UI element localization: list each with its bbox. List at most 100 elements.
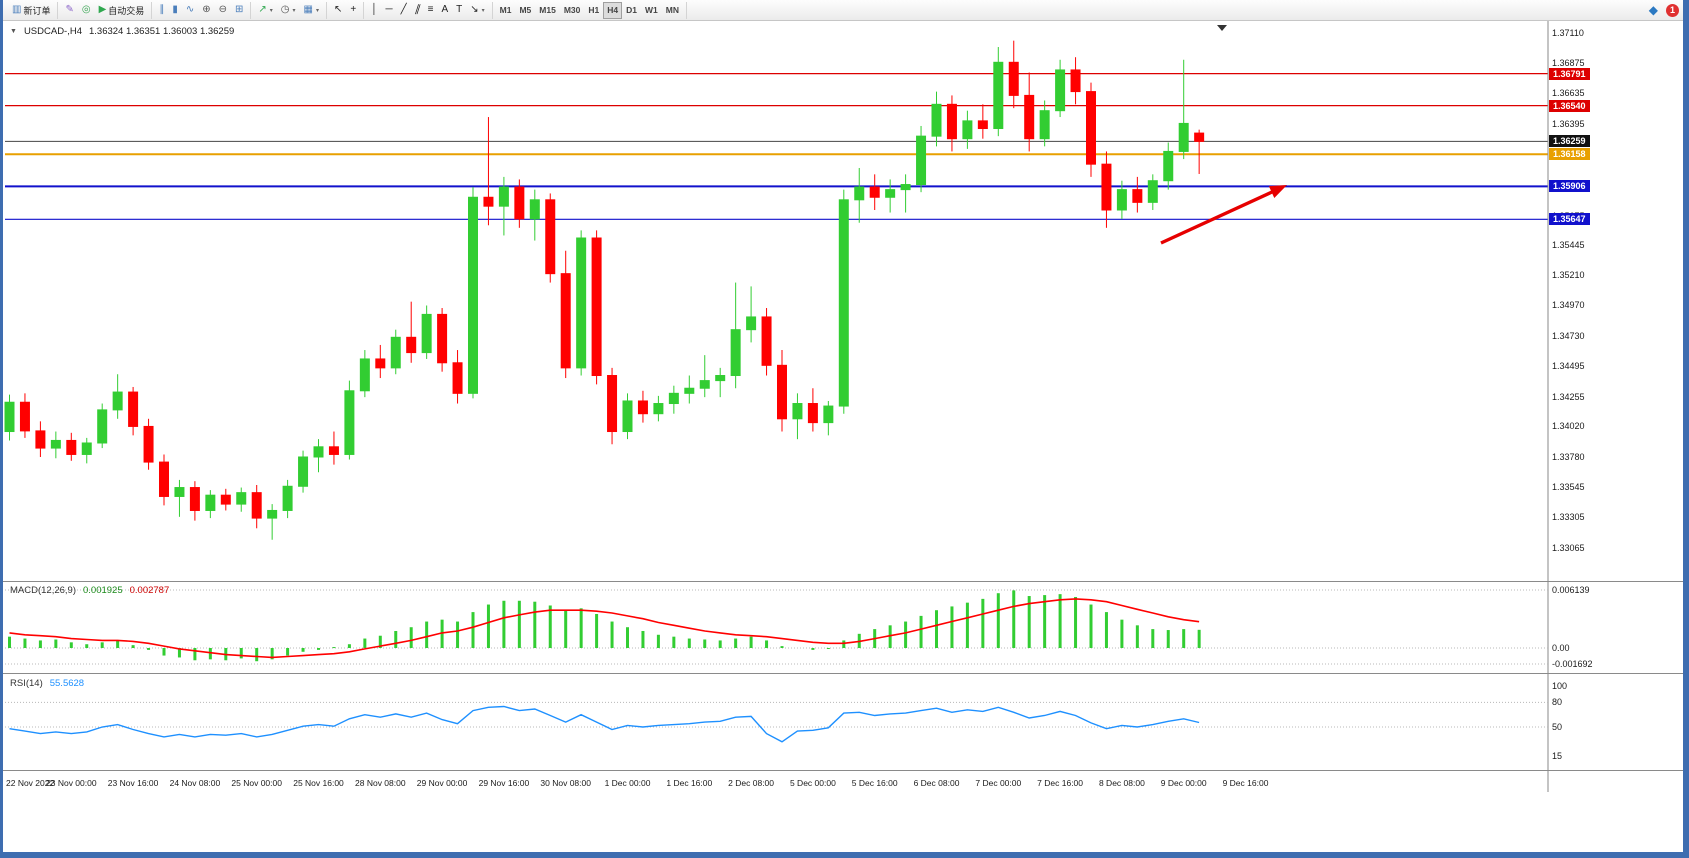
candle-body	[946, 103, 957, 140]
periods-caret-icon[interactable]: ▾	[292, 7, 296, 14]
zoom-in-button[interactable]: ⊕	[198, 2, 214, 19]
bar-chart-mode-button[interactable]: ∥	[155, 2, 168, 19]
zoom-out-button[interactable]: ⊖	[215, 2, 231, 19]
candle-body	[236, 492, 247, 505]
chart-title: ▼ USDCAD-,H4 1.36324 1.36351 1.36003 1.3…	[10, 26, 234, 37]
timeframe-w1-button[interactable]: W1	[641, 2, 662, 19]
equidistant-channel-button[interactable]: ∥	[411, 2, 424, 19]
pivot-line-price-tag: 1.36158	[1549, 148, 1590, 161]
chart-ohlc-values: 1.36324 1.36351 1.36003 1.36259	[89, 26, 235, 37]
time-axis-label: 6 Dec 08:00	[913, 778, 960, 788]
timeframe-mn-button[interactable]: MN	[662, 2, 683, 19]
chart-dropdown-icon[interactable]: ▼	[10, 28, 17, 35]
macd-bar	[1104, 612, 1108, 649]
scroll-to-end-marker[interactable]	[1217, 25, 1227, 31]
macd-bar	[734, 638, 738, 649]
macd-bar	[656, 634, 660, 649]
macd-bar	[672, 636, 676, 649]
candle-body	[838, 199, 849, 407]
fibonacci-retracement-button[interactable]: ≡	[424, 2, 438, 19]
crosshair-button[interactable]: +	[346, 2, 360, 19]
timeframe-m15-button[interactable]: M15	[535, 2, 560, 19]
candle-body	[174, 487, 185, 497]
time-axis[interactable]: 22 Nov 2022 23 Nov 00:00 23 Nov 16:00 24 No…	[3, 772, 1548, 794]
price-axis-label: 1.33545	[1552, 481, 1585, 492]
timeframe-h1-button[interactable]: H1	[584, 2, 603, 19]
trend-arrow-head[interactable]	[1268, 185, 1287, 198]
time-axis-label: 5 Dec 16:00	[851, 778, 898, 788]
macd-bar	[131, 645, 135, 649]
macd-bar	[703, 639, 707, 649]
candle-body	[916, 135, 927, 186]
price-axis-label: 1.37110	[1552, 28, 1584, 39]
macd-bar	[378, 635, 382, 649]
chart-symbol-period: USDCAD-,H4	[23, 26, 82, 37]
macd-bar	[208, 648, 212, 660]
macd-bar	[826, 648, 830, 650]
vertical-line-button[interactable]: │	[367, 2, 381, 19]
macd-axis-label: -0.001692	[1552, 658, 1593, 669]
candle-body	[19, 401, 30, 432]
candle-body	[344, 390, 355, 455]
timeframe-d1-button[interactable]: D1	[622, 2, 641, 19]
time-axis-label: 23 Nov 00:00	[46, 778, 97, 788]
new-order-button[interactable]: ▥ 新订单	[8, 2, 54, 19]
metaeditor-button[interactable]: ✎	[61, 2, 77, 19]
candle-body	[545, 199, 556, 275]
candle-body	[885, 189, 896, 198]
timeframe-m30-label: M30	[563, 5, 581, 15]
candle-body	[1132, 189, 1143, 203]
cursor-button[interactable]: ↖	[330, 2, 346, 19]
timeframe-m1-button[interactable]: M1	[496, 2, 516, 19]
tile-windows-button[interactable]: ⊞	[231, 2, 247, 19]
candle-body	[267, 509, 278, 519]
chart-canvas[interactable]	[3, 0, 1683, 852]
trend-arrow[interactable]	[1160, 190, 1273, 245]
toolbar-group: ↖ +	[327, 1, 365, 19]
periods-button[interactable]: ◷ ▾	[277, 2, 300, 19]
candle-body	[1116, 189, 1127, 211]
price-axis-label: 1.35445	[1552, 240, 1585, 250]
strategy-tester-button[interactable]: ◎	[78, 2, 95, 19]
horizontal-line-button[interactable]: ─	[382, 2, 397, 19]
macd-histogram	[8, 590, 1201, 662]
price-axis[interactable]: 1.371101.368751.366351.363951.361551.359…	[1548, 21, 1683, 793]
arrow-objects-caret-icon[interactable]: ▾	[481, 7, 485, 14]
indicators-button[interactable]: ↗ ▾	[254, 2, 276, 19]
candle-body	[452, 362, 463, 394]
notifications-badge[interactable]: 1	[1666, 3, 1679, 17]
candle-body	[962, 120, 973, 140]
macd-bar	[595, 613, 599, 649]
macd-bar	[440, 619, 444, 649]
candlestick-mode-button[interactable]: ▮	[168, 2, 182, 19]
vertical-line-icon: │	[371, 4, 378, 15]
timeframe-m30-button[interactable]: M30	[560, 2, 585, 19]
candle-body	[406, 336, 417, 354]
text-label-button[interactable]: T	[452, 2, 466, 19]
macd-indicator-label: MACD(12,26,9) 0.001925 0.002787	[10, 585, 169, 596]
indicators-caret-icon[interactable]: ▾	[269, 7, 273, 14]
autotrading-button[interactable]: ▶ 自动交易	[95, 2, 149, 19]
community-icon[interactable]: ◆	[1648, 3, 1658, 17]
time-axis-label: 9 Dec 16:00	[1222, 778, 1269, 788]
templates-caret-icon[interactable]: ▾	[316, 7, 320, 14]
candlestick-mode-icon: ▮	[172, 4, 178, 15]
macd-bar	[301, 648, 305, 652]
trendline-button[interactable]: ╱	[397, 2, 411, 19]
macd-bar	[626, 627, 629, 649]
line-chart-mode-button[interactable]: ∿	[182, 2, 198, 19]
text-button[interactable]: A	[437, 2, 452, 19]
time-axis-label: 29 Nov 00:00	[416, 778, 468, 788]
candle-body	[993, 61, 1004, 130]
rsi-axis-label: 100	[1552, 681, 1568, 691]
timeframe-h4-button[interactable]: H4	[603, 1, 623, 19]
candle-body	[514, 186, 525, 220]
candle-body	[328, 446, 339, 455]
timeframe-m5-button[interactable]: M5	[515, 2, 535, 19]
candle-body	[97, 409, 108, 444]
arrow-objects-button[interactable]: ↘ ▾	[466, 2, 488, 19]
toolbar-group: ✎ ◎ ▶ 自动交易	[58, 1, 153, 19]
templates-button[interactable]: ▦ ▾	[300, 2, 323, 19]
candle-body	[1039, 110, 1050, 140]
macd-name: MACD(12,26,9)	[10, 585, 76, 596]
